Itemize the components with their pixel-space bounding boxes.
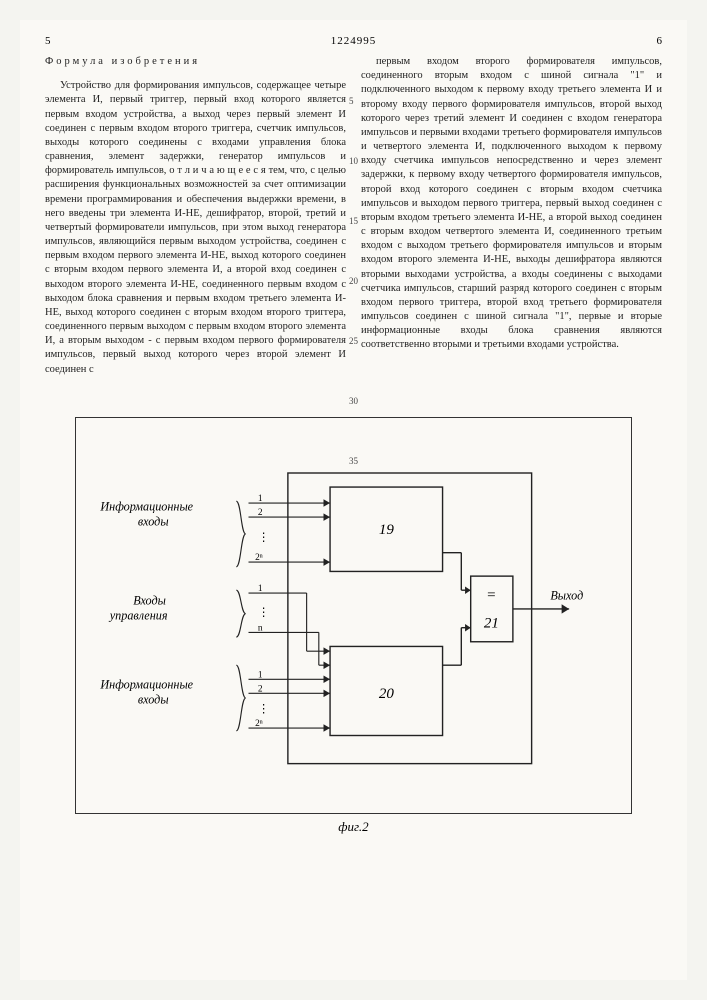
left-text: Устройство для формирования импульсов, с…	[45, 79, 346, 377]
line-markers: 25	[349, 335, 358, 347]
line-markers: 5	[349, 95, 354, 107]
diagram-section: 19 20 = 21	[45, 407, 662, 845]
document-number: 1224995	[331, 35, 377, 47]
block-19-label: 19	[379, 522, 395, 538]
in-mark: 1	[258, 670, 263, 680]
in-mark: 2	[258, 508, 263, 518]
output-label: Выход	[550, 588, 583, 602]
in-mark: 2ⁿ	[255, 719, 263, 729]
line-markers: 10	[349, 155, 358, 167]
in-mark: ⋮	[258, 531, 269, 543]
control-inputs-label: Входы управления	[108, 593, 169, 622]
info-inputs-top-label: Информационные входы	[99, 499, 196, 528]
text-columns: Формула изобретения Устройство для форми…	[45, 55, 662, 377]
figure-caption: фиг.2	[75, 819, 632, 835]
left-column: Формула изобретения Устройство для форми…	[45, 55, 346, 377]
in-mark: 2	[258, 684, 263, 694]
right-column: 5 10 15 20 25 30 35 первым входом второг…	[361, 55, 662, 377]
in-mark: n	[258, 623, 263, 633]
info-inputs-bottom-label: Информационные входы	[99, 677, 196, 706]
block-20-label: 20	[379, 686, 395, 702]
in-mark: ⋮	[258, 606, 269, 618]
block-diagram: 19 20 = 21	[75, 417, 632, 814]
comparator-symbol: =	[487, 587, 495, 603]
page-container: 5 1224995 6 Формула изобретения Устройст…	[20, 20, 687, 980]
in-mark: 1	[258, 584, 263, 594]
block-21-label: 21	[484, 615, 499, 631]
line-markers: 20	[349, 275, 358, 287]
line-markers: 15	[349, 215, 358, 227]
col-num-left: 5	[45, 35, 51, 47]
line-markers: 30	[349, 395, 358, 407]
in-mark: 2ⁿ	[255, 553, 263, 563]
in-mark: 1	[258, 494, 263, 504]
formula-title: Формула изобретения	[45, 55, 346, 69]
col-num-right: 6	[657, 35, 663, 47]
diagram-svg: 19 20 = 21	[91, 443, 616, 803]
in-mark: ⋮	[258, 703, 269, 715]
right-text: первым входом второго формирователя импу…	[361, 55, 662, 353]
header-row: 5 1224995 6	[45, 35, 662, 47]
